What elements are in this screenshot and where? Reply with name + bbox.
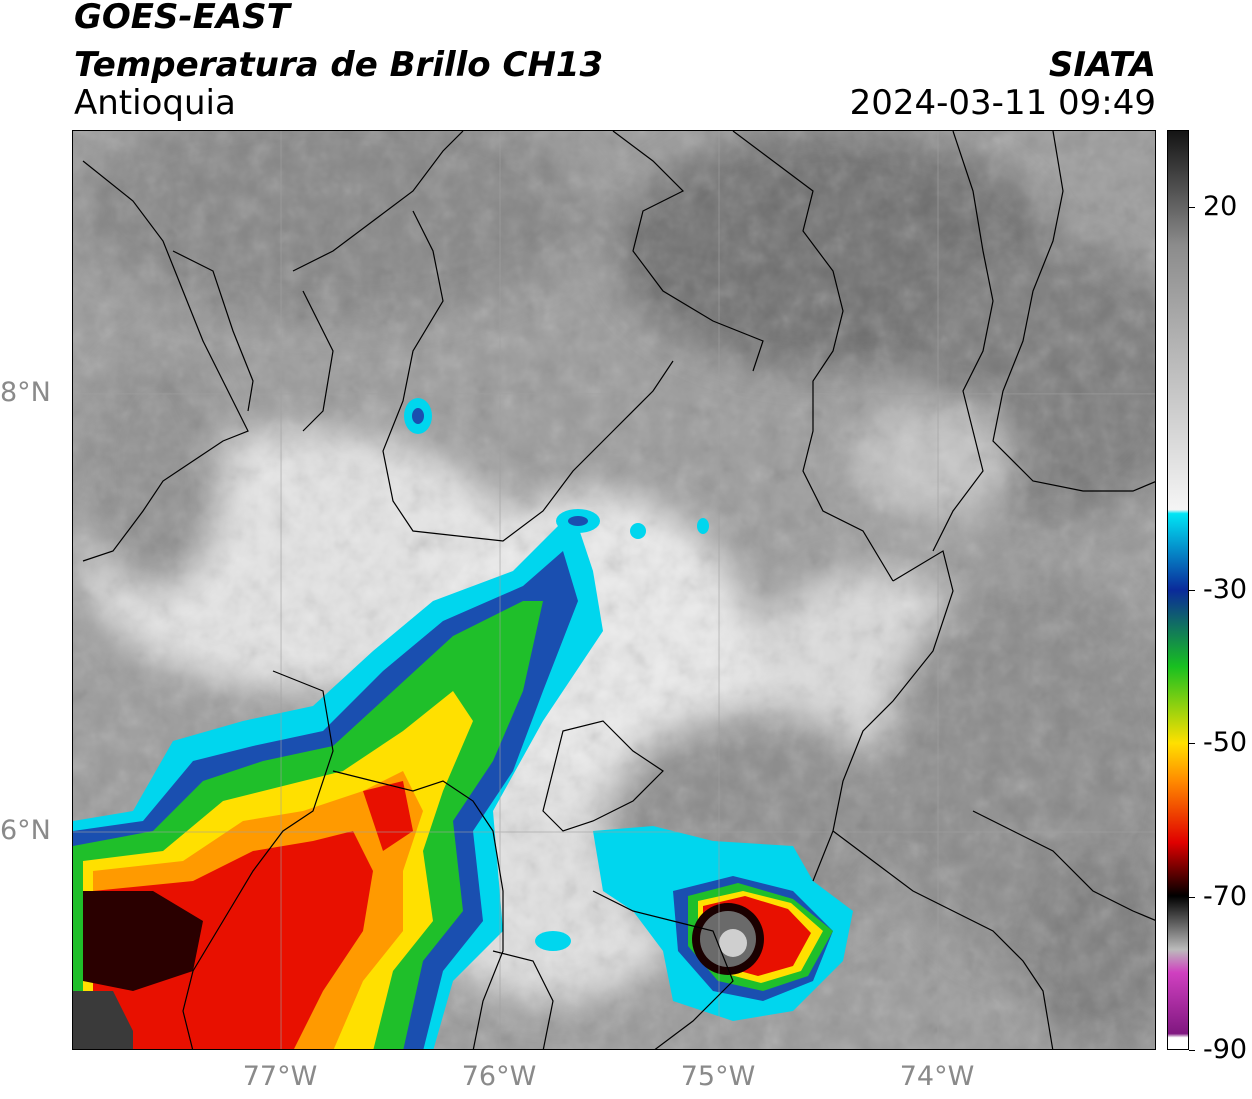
- boyaca-boundary: [832, 830, 1054, 1049]
- boundaries: [82, 131, 1155, 1049]
- colorbar-tick-label: -50: [1203, 727, 1248, 759]
- lon-tick-label: 77°W: [242, 1061, 318, 1092]
- colorbar-tick-label: -30: [1203, 574, 1248, 605]
- coastline-uraba: [292, 131, 464, 272]
- antioquia-west-boundary: [332, 770, 504, 1049]
- convective-complex-west: [73, 511, 603, 1049]
- colorbar-tick-mark: [1189, 896, 1195, 898]
- sucre-bolivar-boundary: [732, 131, 894, 582]
- colorbar-tick-mark: [1189, 206, 1195, 208]
- choco-boundary: [182, 670, 334, 1049]
- datetime-label: 2024-03-11 09:49: [849, 83, 1156, 123]
- coastline-pacific-north: [82, 160, 249, 562]
- satellite-map: [72, 130, 1156, 1050]
- temperature-colorbar: [1167, 130, 1189, 1050]
- product-title: Temperatura de Brillo CH13: [74, 45, 604, 85]
- risaralda-boundary: [492, 950, 554, 1049]
- magdalena-boundary: [932, 131, 994, 552]
- colorbar-tick-label: 20: [1203, 190, 1238, 222]
- satellite-title: GOES-EAST: [74, 0, 290, 37]
- santander-boundary: [972, 810, 1155, 921]
- gulf-of-uraba: [302, 290, 334, 432]
- antioquia-north-boundary: [382, 210, 674, 542]
- convective-cell-south: [593, 826, 853, 1021]
- cordoba-boundary: [612, 131, 764, 372]
- lat-tick-label: 8°N: [0, 376, 51, 408]
- caldas-boundary: [592, 890, 734, 1049]
- gridlines: [73, 131, 1155, 1049]
- antioquia-east-boundary: [812, 550, 954, 882]
- brand-label: SIATA: [1048, 45, 1156, 85]
- isolated-cells: [404, 398, 709, 951]
- colorbar-tick-label: -70: [1203, 880, 1248, 912]
- region-label: Antioquia: [74, 83, 236, 123]
- colorbar-tick-mark: [1189, 743, 1195, 745]
- colorbar-tick-mark: [1189, 1050, 1195, 1051]
- colorbar-tick-label: -90: [1203, 1034, 1248, 1065]
- satellite-map-svg: [73, 131, 1155, 1049]
- cesar-boundary: [992, 131, 1155, 492]
- dept-enclave: [542, 720, 664, 832]
- colorbar-tick-mark: [1189, 590, 1195, 591]
- lon-tick-label: 76°W: [461, 1061, 537, 1092]
- coastline-inlet: [172, 250, 254, 412]
- lon-tick-label: 74°W: [899, 1061, 975, 1092]
- lon-tick-label: 75°W: [680, 1061, 756, 1092]
- lat-tick-label: 6°N: [0, 814, 51, 846]
